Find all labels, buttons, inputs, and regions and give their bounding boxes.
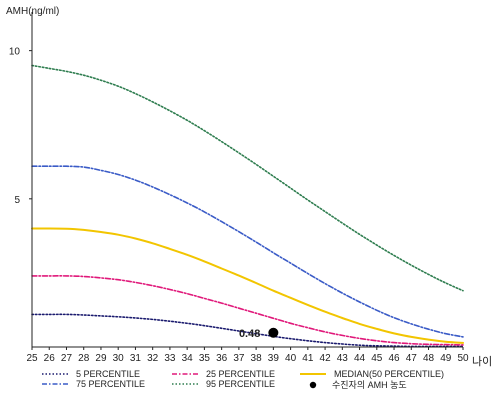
x-tick-label: 50 <box>457 353 469 364</box>
series-line-75-percentile <box>31 165 464 338</box>
y-tick-label: 10 <box>9 47 21 58</box>
plot-lines <box>31 64 464 348</box>
legend-label-median-50-percentile: MEDIAN(50 PERCENTILE) <box>334 369 444 379</box>
x-tick-label: 29 <box>95 353 107 364</box>
x-tick-label: 37 <box>233 353 245 364</box>
x-tick-label: 30 <box>113 353 125 364</box>
legend-label-95-percentile: 95 PERCENTILE <box>206 379 275 389</box>
legend-label-5-percentile: 5 PERCENTILE <box>76 369 140 379</box>
x-tick-label: 31 <box>130 353 142 364</box>
series-line-25-percentile <box>31 275 464 346</box>
y-tick-label: 5 <box>14 195 20 206</box>
x-tick-label: 49 <box>440 353 452 364</box>
x-tick-label: 40 <box>285 353 297 364</box>
series-line-median-50-percentile <box>31 227 464 344</box>
patient-amh-value-label: 0.48 <box>239 328 260 340</box>
x-tick-label: 44 <box>354 353 366 364</box>
axes <box>29 12 464 350</box>
x-tick-label: 45 <box>371 353 383 364</box>
x-tick-label: 26 <box>44 353 56 364</box>
patient-amh-point <box>268 327 279 338</box>
x-tick-label: 35 <box>199 353 211 364</box>
x-tick-labels: 25 26 27 28 29 30 31 32 33 34 35 36 37 38 39 40 41 42 43 44… <box>26 353 469 364</box>
x-tick-label: 41 <box>302 353 314 364</box>
x-tick-label: 27 <box>61 353 73 364</box>
x-tick-label: 43 <box>337 353 349 364</box>
x-tick-label: 48 <box>423 353 435 364</box>
series-line-95-percentile <box>31 64 464 292</box>
y-axis-label: AMH(ng/ml) <box>6 6 59 17</box>
highlight-point-group: 0.48 <box>239 327 279 340</box>
x-tick-label: 46 <box>388 353 400 364</box>
x-tick-label: 28 <box>78 353 90 364</box>
x-tick-label: 25 <box>26 353 38 364</box>
x-tick-label: 47 <box>406 353 418 364</box>
x-tick-label: 34 <box>182 353 194 364</box>
y-tick-labels: 5 10 <box>9 47 21 206</box>
legend-label-75-percentile: 75 PERCENTILE <box>76 379 145 389</box>
x-axis-label: 나이 <box>472 355 492 368</box>
legend-swatch-patient-point <box>309 381 317 389</box>
x-tick-label: 39 <box>268 353 280 364</box>
x-tick-label: 36 <box>216 353 228 364</box>
legend: 5 PERCENTILE 25 PERCENTILE MEDIAN(50 PERCE… <box>42 369 444 390</box>
x-tick-label: 33 <box>164 353 176 364</box>
x-tick-label: 38 <box>251 353 263 364</box>
legend-label-25-percentile: 25 PERCENTILE <box>206 369 275 379</box>
legend-label-patient-point: 수진자의 AMH 농도 <box>332 380 407 390</box>
x-tick-label: 42 <box>320 353 332 364</box>
x-tick-label: 32 <box>147 353 159 364</box>
series-line-5-percentile <box>31 313 464 348</box>
